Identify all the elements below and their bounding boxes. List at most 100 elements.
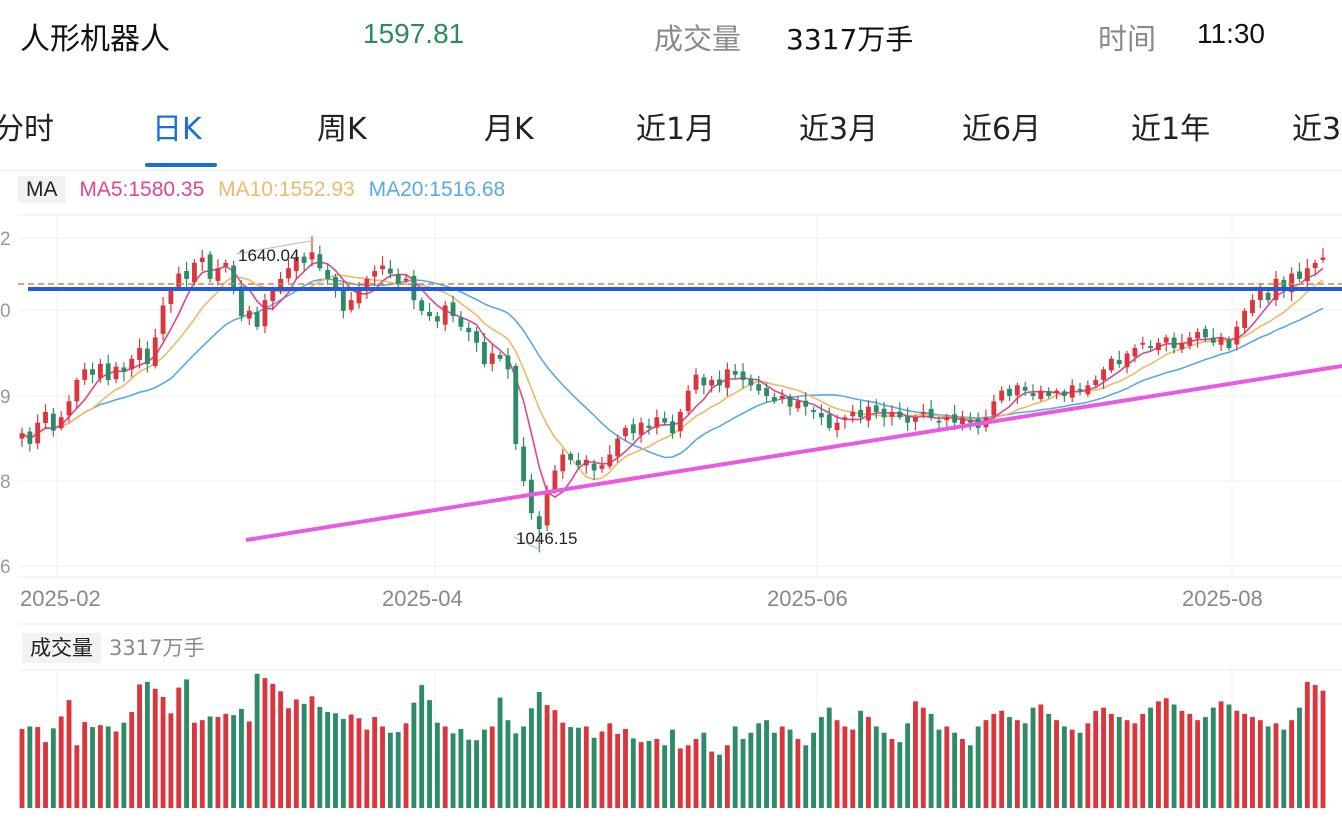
candle-body-146	[1163, 337, 1169, 343]
volume-bar-49	[403, 723, 409, 808]
volume-bar-27	[231, 715, 237, 808]
candle-body-83	[670, 421, 675, 434]
candle-body-88	[709, 380, 715, 386]
candle-body-92	[740, 371, 746, 381]
candle-body-13	[121, 367, 127, 373]
volume-bar-133	[1061, 726, 1067, 808]
volume-tag[interactable]: 成交量	[22, 633, 101, 663]
volume-bar-84	[677, 748, 683, 808]
candle-body-2	[35, 422, 41, 444]
candle-body-103	[826, 414, 832, 428]
candle-body-36	[301, 256, 307, 263]
volume-bar-56	[458, 728, 464, 808]
volume-bar-42	[348, 714, 354, 808]
candle-body-15	[137, 348, 142, 360]
volume-bar-71	[576, 727, 581, 808]
volume-label: 成交量	[654, 22, 742, 56]
candle-body-53	[434, 316, 440, 322]
volume-bar-18	[160, 696, 166, 808]
candle-body-104	[834, 422, 840, 431]
candle-body-90	[724, 369, 730, 388]
volume-bar-129	[1030, 707, 1036, 808]
index-name: 人形机器人	[20, 22, 170, 57]
candle-body-131	[1046, 391, 1052, 396]
tab-monthly-k[interactable]: 月K	[484, 112, 534, 147]
candle-body-45	[372, 270, 378, 277]
candle-body-162	[1289, 273, 1295, 293]
volume-bar-153	[1218, 701, 1224, 808]
volume-bar-130	[1038, 704, 1044, 808]
volume-bar-160	[1273, 723, 1279, 808]
volume-bar-44	[364, 729, 370, 808]
candle-body-127	[1014, 385, 1020, 396]
volume-bar-12	[113, 731, 119, 808]
volume-bar-73	[591, 737, 597, 808]
x-tick-label-0: 2025-02	[20, 586, 101, 611]
volume-bar-52	[427, 700, 432, 808]
volume-bar-24	[207, 716, 213, 808]
candle-body-39	[325, 270, 331, 279]
volume-bar-86	[693, 739, 699, 808]
volume-bar-74	[599, 731, 605, 808]
quote-header: 人形机器人 1597.81 成交量 3317万手 时间 11:30	[0, 0, 1342, 80]
volume-bar-19	[168, 713, 174, 808]
candle-body-43	[356, 289, 362, 304]
tab-intraday[interactable]: 分时	[0, 112, 54, 147]
volume-bar-154	[1226, 704, 1232, 808]
volume-bar-33	[278, 691, 284, 808]
volume-bar-118	[944, 726, 950, 808]
candle-body-74	[599, 465, 605, 469]
volume-bar-89	[717, 754, 722, 808]
tab-weekly-k[interactable]: 周K	[317, 112, 367, 147]
candle-body-1	[27, 431, 33, 444]
candle-body-128	[1022, 386, 1028, 391]
x-tick-label-1: 2025-04	[382, 586, 463, 611]
volume-bar-20	[176, 687, 182, 808]
volume-bar-122	[975, 726, 981, 808]
tab-daily-k[interactable]: 日K	[152, 112, 202, 147]
candle-body-157	[1250, 300, 1255, 314]
candle-body-28	[239, 286, 244, 317]
high-annotation-label: 1640.04	[238, 246, 299, 265]
candle-body-64	[521, 446, 527, 482]
tab-1-year[interactable]: 近1年	[1131, 112, 1211, 147]
tab-3-years[interactable]: 近3年	[1292, 112, 1342, 147]
volume-bar-55	[450, 733, 456, 808]
y-tick-label-3: 8	[0, 472, 11, 493]
candle-body-78	[630, 424, 636, 434]
ma-selector[interactable]: MA	[18, 176, 66, 203]
candle-body-23	[199, 257, 205, 262]
tab-1-month[interactable]: 近1月	[636, 112, 716, 147]
volume-bar-132	[1054, 720, 1059, 808]
volume-bar-97	[779, 726, 785, 808]
candle-body-0	[19, 433, 25, 439]
volume-bar-65	[528, 708, 534, 808]
candle-body-9	[90, 369, 95, 375]
volume-bar-96	[771, 732, 777, 808]
candle-body-166	[1320, 257, 1326, 260]
candle-body-34	[286, 268, 291, 279]
tab-6-months[interactable]: 近6月	[962, 112, 1042, 147]
candle-body-125	[999, 390, 1005, 401]
volume-bar-21	[184, 679, 190, 808]
volume-bar-7	[74, 745, 80, 808]
volume-bar-78	[630, 738, 636, 808]
candle-body-105	[842, 417, 848, 420]
volume-bar-108	[866, 717, 871, 808]
candle-body-60	[489, 353, 495, 364]
candle-body-165	[1312, 262, 1318, 268]
candle-body-150	[1195, 332, 1201, 339]
candle-body-102	[818, 413, 824, 418]
volume-bar-126	[1007, 717, 1012, 808]
candle-body-89	[717, 379, 722, 386]
candle-body-8	[82, 369, 88, 380]
candle-body-152	[1210, 337, 1216, 343]
candle-body-96	[771, 397, 777, 402]
tab-3-months[interactable]: 近3月	[799, 112, 879, 147]
ma5-line	[21, 260, 1324, 499]
volume-bar-121	[967, 745, 973, 808]
volume-bar-40	[333, 713, 338, 808]
volume-bar-164	[1304, 681, 1310, 808]
candle-body-57	[466, 327, 472, 333]
